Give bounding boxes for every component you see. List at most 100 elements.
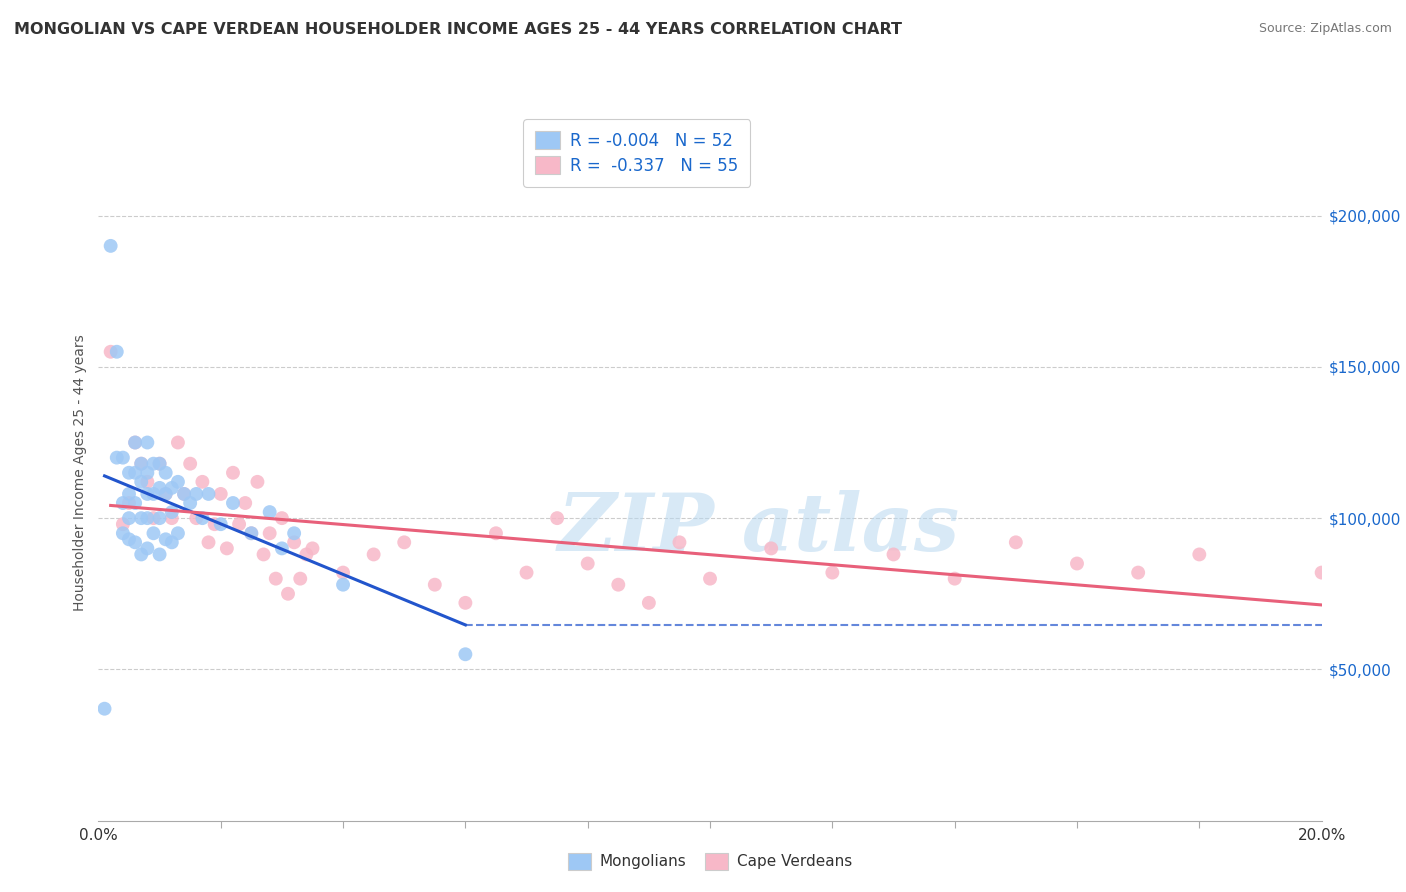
Point xyxy=(283,535,305,549)
Point xyxy=(283,526,305,541)
Point xyxy=(118,533,141,547)
Point xyxy=(136,487,159,501)
Point xyxy=(124,466,146,480)
Point xyxy=(105,450,128,465)
Point xyxy=(240,526,263,541)
Point xyxy=(105,344,128,359)
Point xyxy=(155,487,177,501)
Point xyxy=(155,466,177,480)
Point xyxy=(759,541,782,556)
Point xyxy=(93,702,115,716)
Point xyxy=(142,526,165,541)
Point xyxy=(197,535,219,549)
Point xyxy=(270,541,292,556)
Point xyxy=(160,481,183,495)
Point xyxy=(142,457,165,471)
Point xyxy=(259,505,281,519)
Point xyxy=(149,548,172,562)
Point xyxy=(173,487,195,501)
Point xyxy=(167,435,190,450)
Point xyxy=(100,344,122,359)
Point xyxy=(215,541,238,556)
Point xyxy=(149,457,172,471)
Point xyxy=(637,596,661,610)
Point xyxy=(136,475,159,489)
Point xyxy=(301,541,323,556)
Point xyxy=(160,505,183,519)
Point xyxy=(124,496,146,510)
Point xyxy=(155,533,177,547)
Legend: Mongolians, Cape Verdeans: Mongolians, Cape Verdeans xyxy=(561,847,859,876)
Point xyxy=(821,566,844,580)
Point xyxy=(100,239,122,253)
Point xyxy=(209,517,232,532)
Point xyxy=(1188,548,1211,562)
Point xyxy=(118,496,141,510)
Text: MONGOLIAN VS CAPE VERDEAN HOUSEHOLDER INCOME AGES 25 - 44 YEARS CORRELATION CHAR: MONGOLIAN VS CAPE VERDEAN HOUSEHOLDER IN… xyxy=(14,22,903,37)
Point xyxy=(392,535,416,549)
Point xyxy=(149,457,172,471)
Point xyxy=(363,548,385,562)
Point xyxy=(1004,535,1026,549)
Point xyxy=(576,557,599,571)
Point xyxy=(423,577,446,591)
Y-axis label: Householder Income Ages 25 - 44 years: Householder Income Ages 25 - 44 years xyxy=(73,334,87,611)
Point xyxy=(129,457,152,471)
Point xyxy=(149,511,172,525)
Point xyxy=(943,572,966,586)
Point xyxy=(270,511,292,525)
Point xyxy=(546,511,568,525)
Point xyxy=(699,572,721,586)
Point xyxy=(295,548,318,562)
Point xyxy=(111,450,134,465)
Point xyxy=(204,517,226,532)
Point xyxy=(124,535,146,549)
Point xyxy=(197,487,219,501)
Point xyxy=(277,587,299,601)
Point xyxy=(1066,557,1088,571)
Point xyxy=(118,466,141,480)
Point xyxy=(1128,566,1150,580)
Point xyxy=(118,511,141,525)
Point xyxy=(179,457,201,471)
Point xyxy=(290,572,312,586)
Point xyxy=(111,496,134,510)
Point xyxy=(129,548,152,562)
Point xyxy=(222,496,245,510)
Point xyxy=(186,487,208,501)
Point xyxy=(136,511,159,525)
Point xyxy=(209,487,232,501)
Point xyxy=(111,517,134,532)
Text: Source: ZipAtlas.com: Source: ZipAtlas.com xyxy=(1258,22,1392,36)
Point xyxy=(136,435,159,450)
Point xyxy=(264,572,287,586)
Point xyxy=(332,566,354,580)
Point xyxy=(129,457,152,471)
Point xyxy=(160,511,183,525)
Point xyxy=(186,511,208,525)
Point xyxy=(252,548,274,562)
Point xyxy=(124,435,146,450)
Point xyxy=(179,496,201,510)
Point xyxy=(124,435,146,450)
Point xyxy=(129,511,152,525)
Point xyxy=(155,487,177,501)
Point xyxy=(246,475,269,489)
Point xyxy=(1310,566,1333,580)
Point xyxy=(136,466,159,480)
Point xyxy=(142,487,165,501)
Point xyxy=(191,475,214,489)
Point xyxy=(149,481,172,495)
Point xyxy=(259,526,281,541)
Point xyxy=(332,577,354,591)
Point xyxy=(228,517,250,532)
Text: ZIP atlas: ZIP atlas xyxy=(558,490,960,567)
Point xyxy=(129,475,152,489)
Point xyxy=(118,487,141,501)
Point xyxy=(142,511,165,525)
Point xyxy=(516,566,538,580)
Point xyxy=(160,535,183,549)
Point xyxy=(233,496,256,510)
Point xyxy=(167,526,190,541)
Point xyxy=(173,487,195,501)
